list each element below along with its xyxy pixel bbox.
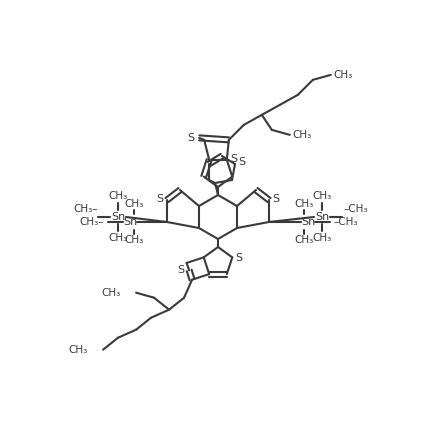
Text: CH₃: CH₃	[333, 70, 352, 80]
Text: S: S	[236, 253, 243, 264]
Text: CH₃: CH₃	[108, 191, 128, 201]
Text: Sn: Sn	[315, 212, 329, 222]
Text: CH₃: CH₃	[108, 233, 128, 243]
Text: Sn: Sn	[111, 212, 125, 222]
Text: S: S	[238, 157, 246, 167]
Text: –CH₃: –CH₃	[344, 204, 368, 214]
Text: CH₃: CH₃	[312, 191, 332, 201]
Text: Sn: Sn	[301, 217, 315, 227]
Text: S: S	[230, 154, 237, 164]
Text: S: S	[157, 194, 164, 204]
Text: CH₃: CH₃	[312, 233, 332, 243]
Text: CH₃–: CH₃–	[73, 204, 98, 214]
Text: S: S	[187, 133, 195, 143]
Text: CH₃: CH₃	[125, 235, 143, 245]
Text: S: S	[272, 194, 279, 204]
Text: CH₃: CH₃	[292, 130, 312, 140]
Text: –CH₃: –CH₃	[334, 217, 358, 227]
Text: CH₃: CH₃	[294, 199, 314, 209]
Text: Sn: Sn	[123, 217, 137, 227]
Text: S: S	[178, 265, 185, 275]
Text: CH₃: CH₃	[69, 345, 88, 355]
Text: CH₃–: CH₃–	[80, 217, 104, 227]
Text: CH₃: CH₃	[102, 288, 121, 298]
Text: CH₃: CH₃	[125, 199, 143, 209]
Text: CH₃: CH₃	[294, 235, 314, 245]
